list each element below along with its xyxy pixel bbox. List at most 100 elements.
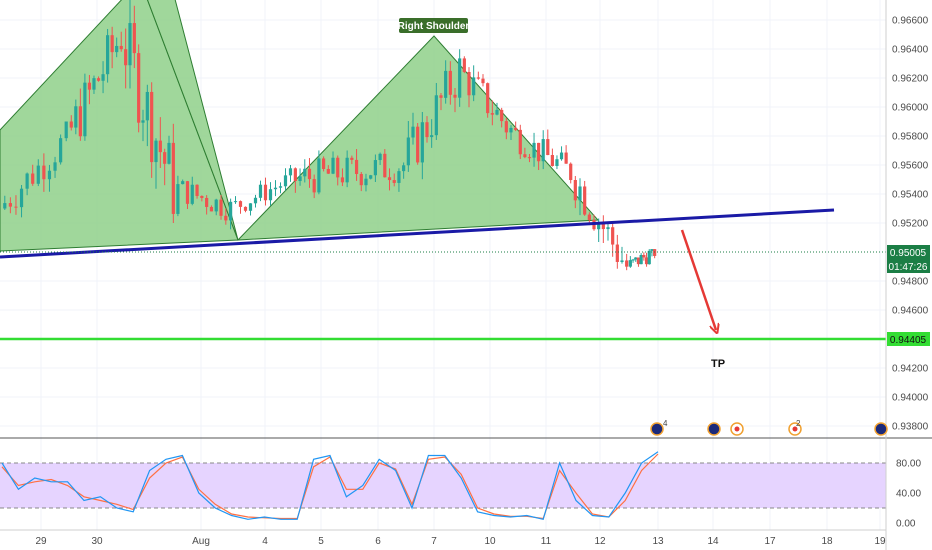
candle-body: [518, 129, 522, 155]
candle-body: [373, 160, 377, 176]
candle-body: [606, 227, 610, 230]
price-tick-label: 0.95200: [892, 219, 929, 230]
candle-body: [96, 78, 101, 81]
candle-body: [481, 78, 485, 84]
flag-au-icon[interactable]: [707, 422, 721, 436]
time-tick-label: 12: [594, 536, 606, 547]
tp-label: TP: [711, 358, 725, 370]
candle-body: [258, 184, 263, 198]
price-tick-label: 0.95400: [892, 190, 929, 201]
candle-body: [490, 113, 494, 115]
candle-body: [354, 159, 359, 174]
target-price-tag-bg: [887, 332, 930, 346]
candle-body: [439, 95, 443, 98]
candle-body: [14, 206, 18, 208]
candle-body: [634, 257, 638, 260]
candle-body: [209, 206, 214, 212]
candle-body: [263, 184, 268, 201]
candle-body: [36, 165, 40, 184]
candle-body: [190, 184, 194, 204]
stochastic-k-line: [1, 451, 659, 521]
event-count-2: 2: [796, 419, 801, 428]
candle-body: [87, 82, 92, 90]
last-price-tag: 0.95005: [890, 248, 927, 259]
time-tick-label: 6: [375, 536, 381, 547]
candle-body: [406, 137, 410, 166]
candle-body: [636, 257, 641, 265]
candle-body: [326, 168, 330, 174]
time-tick-label: 4: [262, 536, 268, 547]
price-tick-label: 0.94600: [892, 306, 929, 317]
candle-body: [115, 45, 119, 53]
candle-body: [392, 180, 396, 183]
candle-body: [53, 162, 57, 171]
price-axis: 0.96600 0.96400 0.96200 0.96000 0.95800 0.956…: [892, 16, 929, 433]
time-tick-label: 13: [652, 536, 664, 547]
candle-body: [214, 199, 218, 212]
candle-body: [495, 109, 499, 115]
candle-body: [359, 173, 363, 186]
candle-body: [387, 177, 392, 181]
head-triangle: [147, 0, 239, 241]
candle-body: [268, 189, 273, 201]
candle-body: [340, 177, 345, 183]
candle-body: [154, 140, 158, 163]
candle-body: [559, 152, 564, 160]
candle-body: [163, 152, 167, 164]
candle-body: [578, 186, 582, 201]
time-tick-label: 10: [484, 536, 496, 547]
candle-body: [541, 139, 545, 162]
candle-body: [504, 121, 508, 133]
candle-body: [569, 163, 573, 181]
price-tick-label: 0.96400: [892, 45, 929, 56]
candle-body: [128, 23, 132, 66]
right-shoulder-label: Right Shoulder: [398, 21, 470, 32]
price-tick-label: 0.96000: [892, 103, 929, 114]
neckline: [0, 208, 835, 259]
candle-body: [19, 188, 24, 208]
time-tick-label: 17: [764, 536, 776, 547]
candle-body: [303, 168, 307, 177]
candle-body: [293, 168, 297, 182]
candle-body: [345, 157, 349, 183]
event-count-1: 4: [663, 419, 668, 428]
candle-body: [411, 126, 415, 138]
flag-au-icon[interactable]: [874, 422, 888, 436]
candle-body: [369, 175, 373, 179]
time-tick-label: 14: [707, 536, 719, 547]
event-icon-2[interactable]: 2: [788, 419, 802, 436]
candle-body: [564, 152, 568, 164]
candle-body: [597, 223, 601, 230]
candle-body: [644, 257, 649, 265]
candle-body: [444, 70, 448, 98]
candle-body: [601, 223, 605, 230]
time-tick-label: 5: [318, 536, 324, 547]
event-icon-1[interactable]: 4: [650, 419, 668, 436]
candle-body: [119, 45, 123, 50]
candle-body: [31, 173, 35, 184]
candle-body: [537, 142, 541, 162]
flag-au-icon[interactable]: [650, 422, 664, 436]
price-tick-label: 0.96600: [892, 16, 929, 27]
candle-body: [243, 206, 248, 211]
flag-ca-dot: [734, 426, 740, 432]
candle-body: [434, 95, 438, 136]
candle-body: [171, 142, 175, 214]
candle-body: [253, 197, 258, 204]
candle-body: [273, 187, 278, 190]
candle-body: [317, 158, 321, 193]
price-tick-label: 0.93800: [892, 422, 929, 433]
candle-body: [219, 199, 223, 216]
candle-body: [298, 176, 302, 182]
candle-body: [583, 186, 587, 215]
candle-body: [312, 179, 316, 193]
candle-body: [229, 201, 233, 221]
price-tick-label: 0.94200: [892, 364, 929, 375]
candle-body: [185, 181, 190, 204]
candle-body: [532, 142, 536, 158]
candle-body: [42, 165, 46, 180]
candle-body: [124, 49, 128, 66]
candle-body: [74, 106, 78, 128]
candle-body: [453, 94, 457, 98]
